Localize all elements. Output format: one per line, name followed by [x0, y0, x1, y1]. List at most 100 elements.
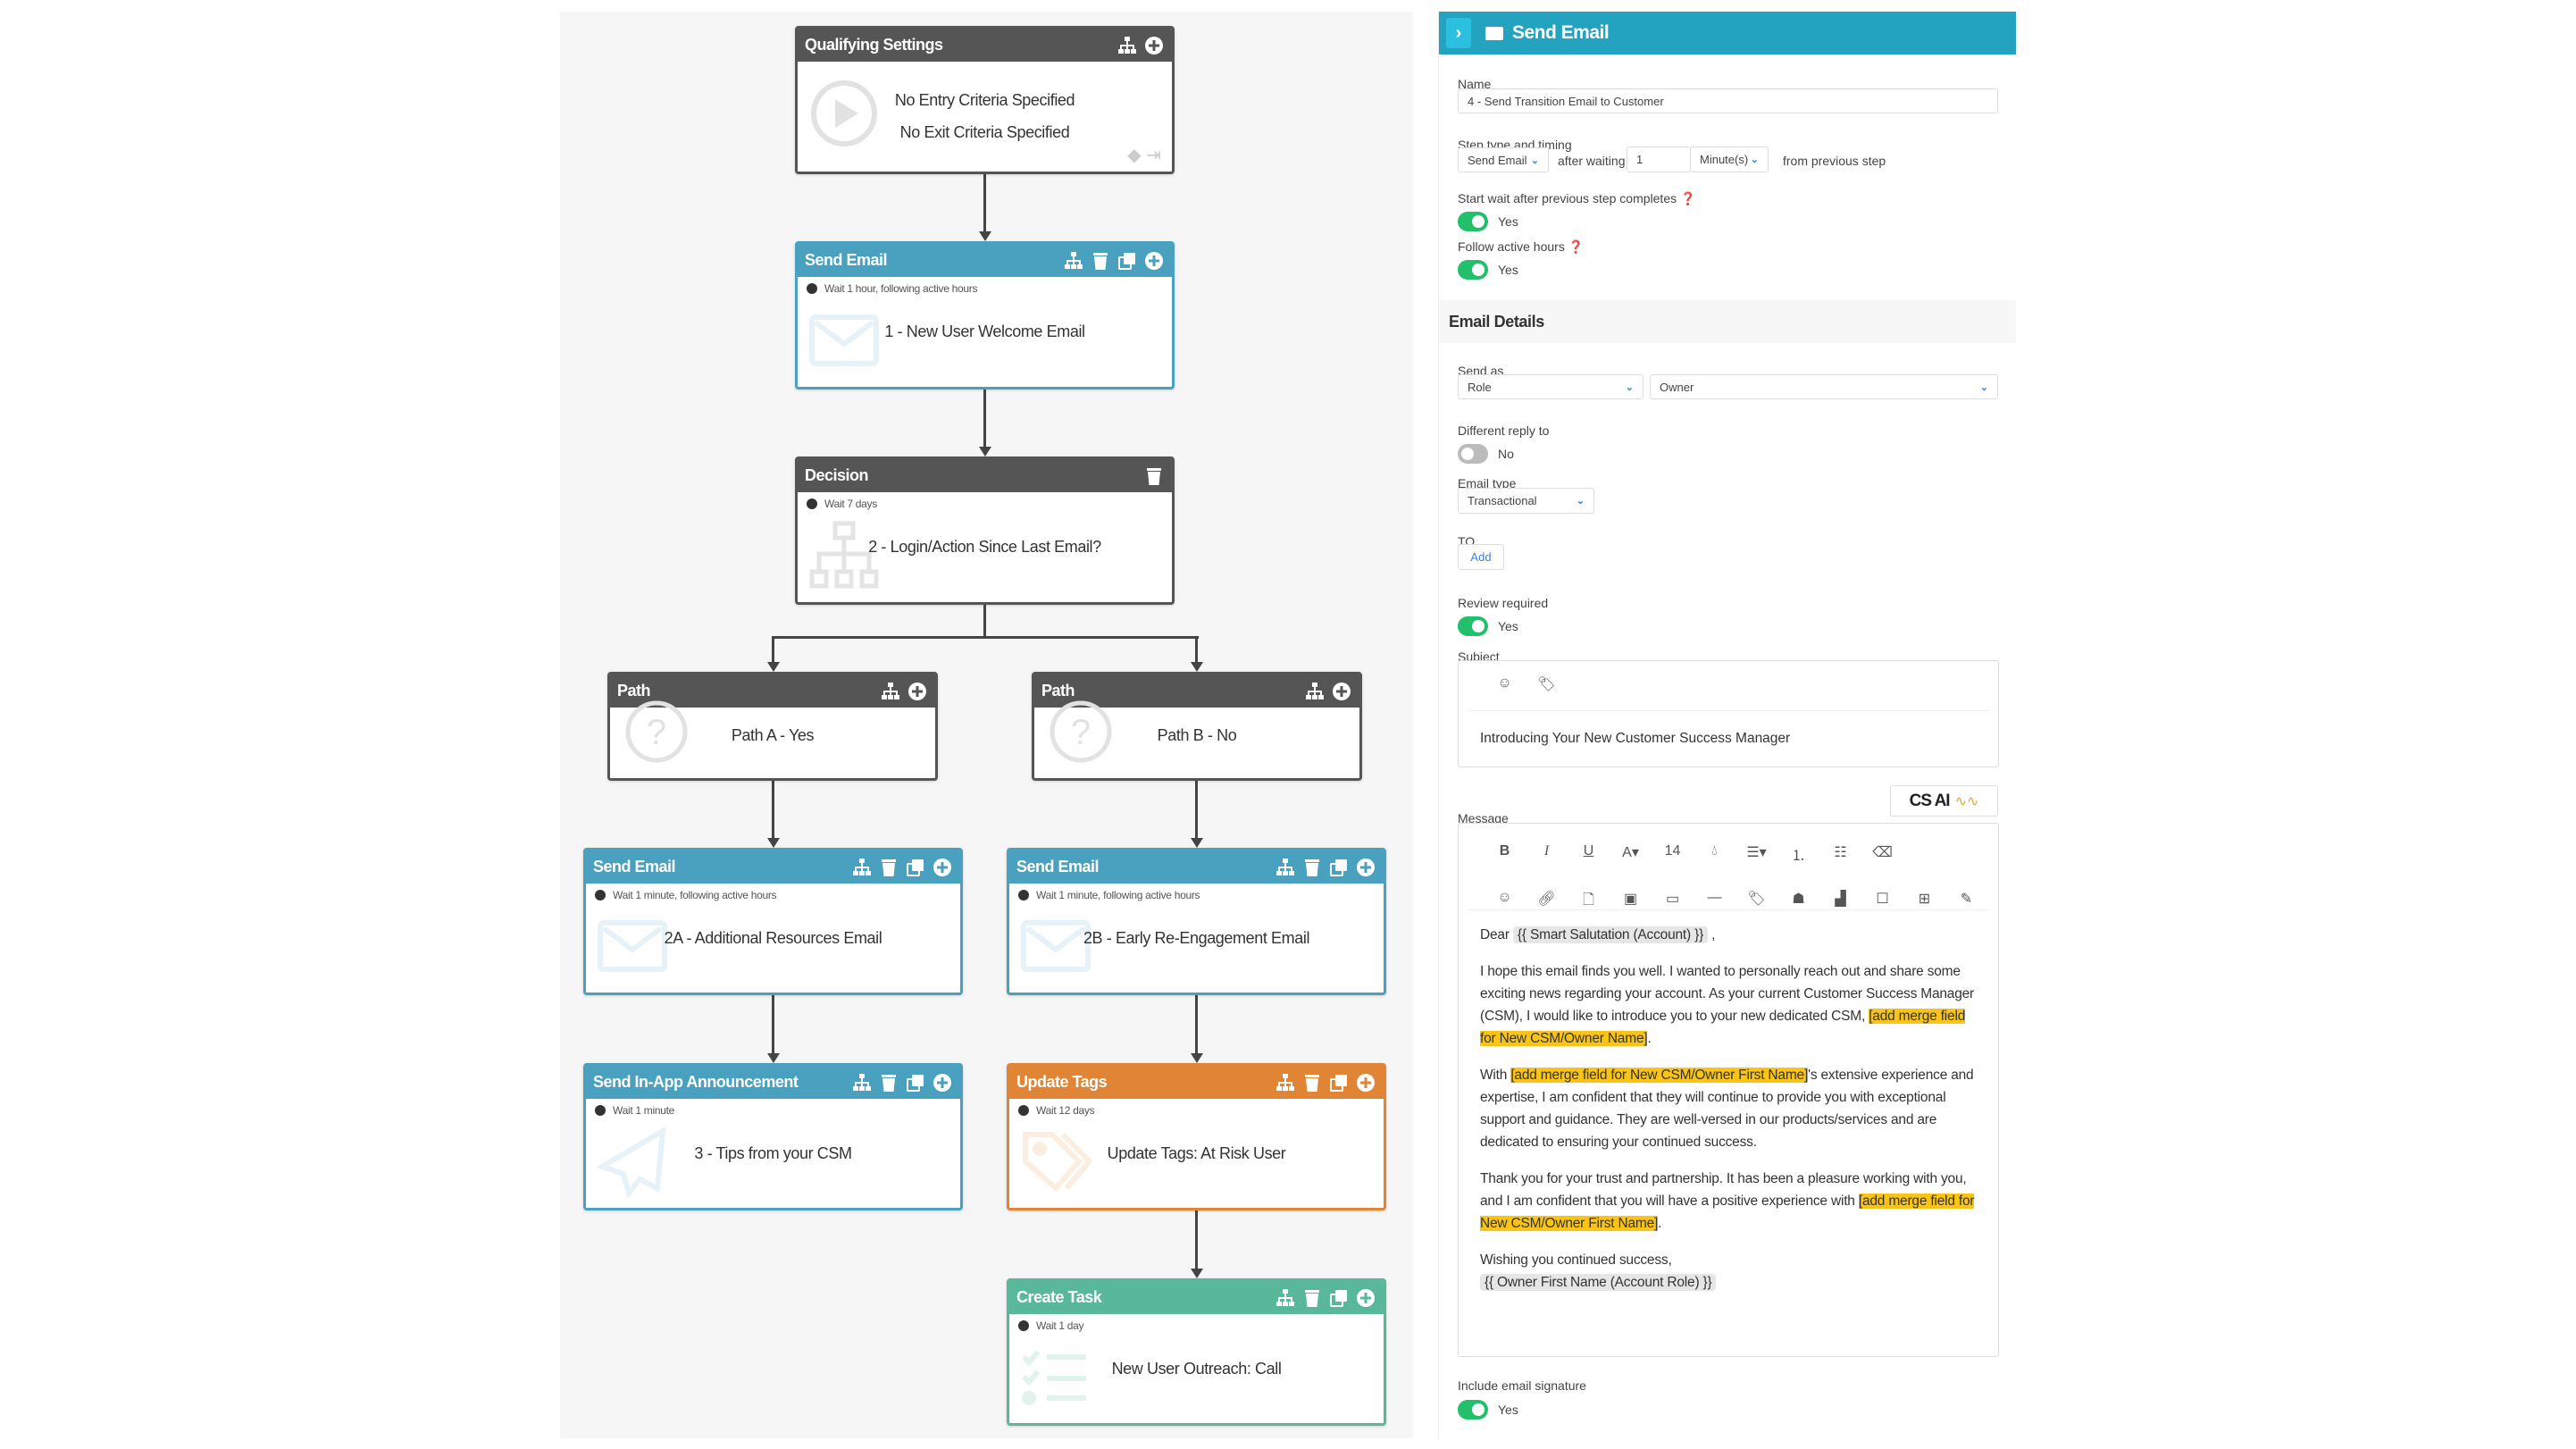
- journey-canvas[interactable]: Qualifying Settings No Entry Criteria Spe…: [560, 12, 1413, 1438]
- step-node-update-tags[interactable]: Update Tags Wait 12 days Update Tags: At R…: [1007, 1063, 1386, 1210]
- hierarchy-icon[interactable]: [1275, 857, 1296, 878]
- add-icon[interactable]: [932, 857, 953, 878]
- eraser-icon[interactable]: ⌫: [1872, 845, 1893, 860]
- step-node-send-email[interactable]: Send Email Wait 1 hour, following active …: [795, 241, 1175, 389]
- chart-icon[interactable]: ▟: [1835, 892, 1846, 907]
- step-node-in-app[interactable]: Send In-App Announcement Wait 1 minute 3 -…: [583, 1063, 963, 1210]
- emoji-icon[interactable]: ☺: [1497, 675, 1512, 691]
- add-icon[interactable]: [1355, 1287, 1376, 1309]
- node-title: Qualifying Settings: [805, 36, 943, 54]
- copy-icon[interactable]: [1328, 1287, 1350, 1309]
- node-header: Create Task: [1009, 1281, 1384, 1314]
- underline-icon[interactable]: U: [1583, 843, 1594, 859]
- tag-icon[interactable]: 🏷︎: [1537, 677, 1556, 692]
- add-recipient-button[interactable]: Add: [1458, 544, 1504, 570]
- italic-icon[interactable]: I: [1543, 843, 1550, 859]
- step-node-path[interactable]: Path? Path A - Yes: [607, 672, 938, 781]
- copy-icon[interactable]: [905, 1072, 926, 1093]
- hierarchy-icon[interactable]: [1304, 681, 1326, 702]
- link-icon[interactable]: 🔗︎: [1537, 892, 1556, 907]
- delete-icon[interactable]: [1143, 465, 1165, 487]
- magic-icon[interactable]: ✎: [1960, 892, 1973, 907]
- subject-value[interactable]: Introducing Your New Customer Success Ma…: [1480, 731, 1791, 746]
- copy-icon[interactable]: [1328, 1072, 1350, 1093]
- message-editor[interactable]: B I U A▾ 14 💧︎ ☰▾ ⒈ ☷ ⌫ ☺ 🔗︎ 🗋 ▣ ▭ — 🏷︎ …: [1458, 823, 1999, 1357]
- email-type-select[interactable]: Transactional ⌄: [1458, 488, 1594, 514]
- font-color-icon[interactable]: A▾: [1622, 845, 1639, 860]
- name-input[interactable]: 4 - Send Transition Email to Customer: [1458, 88, 1998, 113]
- font-size-select[interactable]: 14: [1664, 843, 1681, 859]
- add-icon[interactable]: [1331, 681, 1352, 702]
- hierarchy-icon[interactable]: [851, 1072, 873, 1093]
- subject-editor[interactable]: ☺ 🏷︎ Introducing Your New Customer Succes…: [1458, 660, 1999, 767]
- start-wait-toggle[interactable]: [1458, 212, 1488, 231]
- step-node-send-email[interactable]: Send Email Wait 1 minute, following activ…: [1007, 848, 1386, 995]
- review-toggle[interactable]: [1458, 616, 1488, 636]
- video-icon[interactable]: ▭: [1665, 892, 1680, 907]
- wait-unit-select[interactable]: Minute(s) ⌄: [1690, 147, 1769, 172]
- delete-icon[interactable]: [878, 1072, 899, 1093]
- copy-icon[interactable]: [1328, 857, 1350, 878]
- add-icon[interactable]: [932, 1072, 953, 1093]
- step-node-send-email[interactable]: Send Email Wait 1 minute, following activ…: [583, 848, 963, 995]
- step-node-path[interactable]: Path? Path B - No: [1032, 672, 1362, 781]
- step-node-qualifying[interactable]: Qualifying Settings No Entry Criteria Spe…: [795, 26, 1175, 174]
- hierarchy-icon[interactable]: [1063, 250, 1084, 272]
- add-icon[interactable]: [1143, 35, 1165, 56]
- copy-icon[interactable]: [1117, 250, 1138, 272]
- send-as-type-select[interactable]: Role ⌄: [1458, 374, 1643, 399]
- step-node-decision[interactable]: Decision Wait 7 days 2 - Login/Action Sinc…: [795, 456, 1175, 605]
- message-body[interactable]: Dear {{ Smart Salutation (Account) }} , …: [1480, 924, 1980, 1294]
- cs-ai-button[interactable]: CS AI ∿∿: [1890, 785, 1998, 817]
- unordered-list-icon[interactable]: ☷: [1834, 845, 1847, 860]
- signature-toggle[interactable]: [1458, 1400, 1488, 1420]
- step-type-value: Send Email: [1468, 153, 1527, 167]
- section-title: Email Details: [1449, 313, 1544, 331]
- node-header: Send Email: [586, 850, 960, 884]
- entry-exit-icons[interactable]: ◆ ⇥: [1127, 146, 1161, 165]
- collapse-panel-button[interactable]: ›: [1446, 18, 1471, 48]
- active-hours-text: Follow active hours: [1458, 239, 1565, 254]
- hierarchy-icon[interactable]: [1275, 1072, 1296, 1093]
- reply-to-value: No: [1498, 447, 1514, 461]
- box-icon[interactable]: ☐: [1876, 892, 1889, 907]
- arrow-head-icon: [979, 447, 991, 456]
- step-node-create-task[interactable]: Create Task Wait 1 day New User Outreach: …: [1007, 1278, 1386, 1426]
- hierarchy-icon[interactable]: [851, 857, 873, 878]
- add-icon[interactable]: [907, 681, 928, 702]
- copy-icon[interactable]: [905, 857, 926, 878]
- wait-value-input[interactable]: 1: [1627, 147, 1691, 172]
- arrow-head-icon: [1191, 1269, 1203, 1278]
- delete-icon[interactable]: [1301, 857, 1323, 878]
- add-icon[interactable]: [1355, 857, 1376, 878]
- hierarchy-icon[interactable]: [880, 681, 901, 702]
- emoji-icon[interactable]: ☺: [1497, 890, 1512, 905]
- bold-icon[interactable]: B: [1499, 843, 1510, 859]
- delete-icon[interactable]: [1090, 250, 1111, 272]
- email-type-label: Email type: [1458, 476, 1517, 490]
- table-icon[interactable]: ⊞: [1918, 892, 1931, 907]
- paragraph-2: With [add merge field for New CSM/Owner …: [1480, 1068, 1974, 1150]
- active-hours-toggle[interactable]: [1458, 260, 1488, 280]
- signature-icon[interactable]: ☗: [1792, 892, 1805, 907]
- tag-icon[interactable]: 🏷︎: [1747, 892, 1766, 907]
- delete-icon[interactable]: [1301, 1287, 1323, 1309]
- send-as-value-select[interactable]: Owner ⌄: [1650, 374, 1998, 399]
- step-type-select[interactable]: Send Email ⌄: [1458, 147, 1549, 172]
- hierarchy-icon[interactable]: [1275, 1287, 1296, 1309]
- horizontal-rule-icon[interactable]: —: [1707, 890, 1722, 905]
- align-icon[interactable]: ☰▾: [1746, 845, 1767, 860]
- delete-icon[interactable]: [1301, 1072, 1323, 1093]
- subject-toolbar: ☺ 🏷︎: [1459, 675, 1998, 693]
- add-icon[interactable]: [1143, 250, 1165, 272]
- delete-icon[interactable]: [878, 857, 899, 878]
- help-icon[interactable]: ❓: [1680, 191, 1696, 205]
- highlight-icon[interactable]: 💧︎: [1711, 843, 1718, 859]
- ordered-list-icon[interactable]: ⒈: [1791, 849, 1806, 864]
- help-icon[interactable]: ❓: [1568, 239, 1585, 254]
- add-icon[interactable]: [1355, 1072, 1376, 1093]
- file-icon[interactable]: 🗋: [1583, 892, 1594, 908]
- hierarchy-icon[interactable]: [1117, 35, 1138, 56]
- reply-to-toggle[interactable]: [1458, 444, 1488, 464]
- image-icon[interactable]: ▣: [1623, 892, 1638, 907]
